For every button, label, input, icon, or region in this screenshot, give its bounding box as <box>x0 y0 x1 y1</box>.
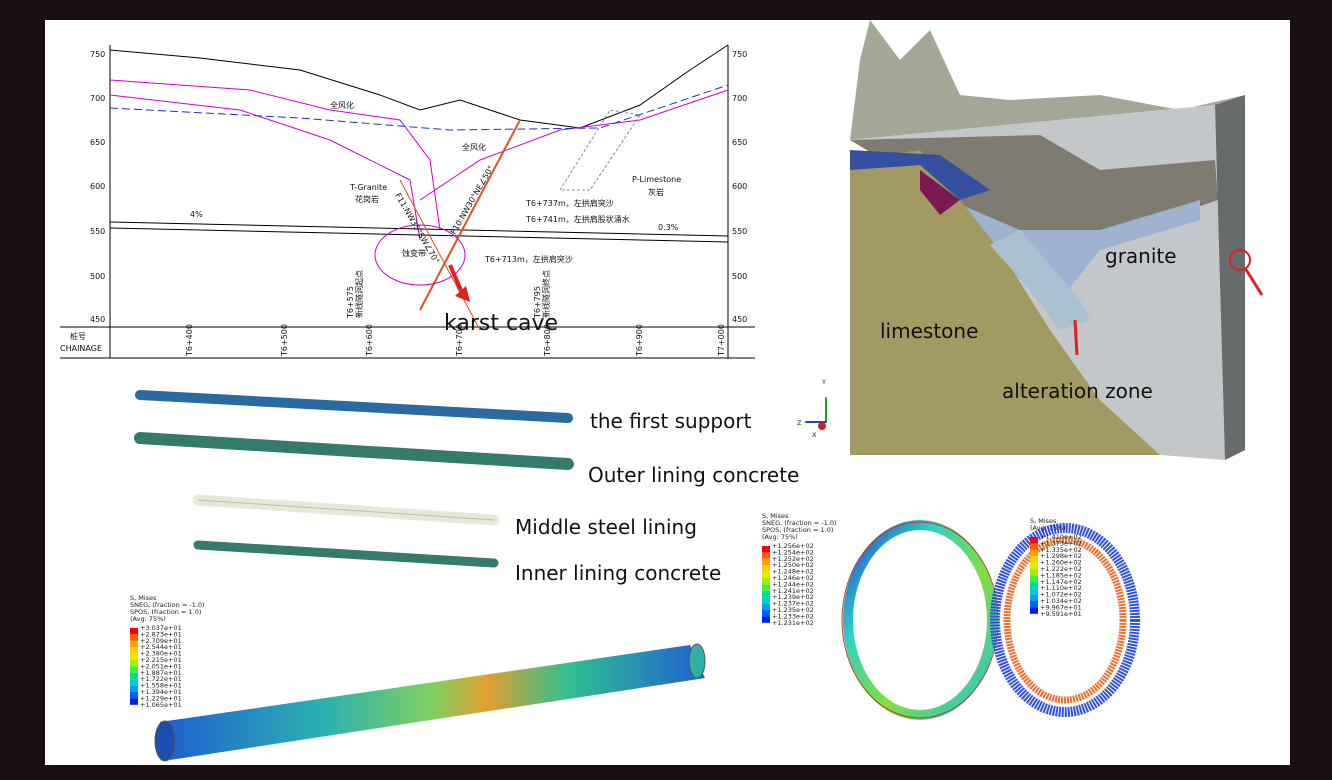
label: granite <box>1105 244 1177 268</box>
label: limestone <box>880 319 978 343</box>
legend-swatch <box>762 546 770 552</box>
legend-swatch <box>1030 575 1038 581</box>
legend-value: +9.591e+01 <box>1040 610 1082 618</box>
legend-swatch <box>130 654 138 660</box>
label: the first support <box>590 409 752 433</box>
legend-swatch <box>130 686 138 692</box>
label: 花岗岩 <box>355 194 379 204</box>
label: alteration zone <box>1002 379 1153 403</box>
elevation-label: 700 <box>90 94 105 103</box>
legend-swatch <box>762 610 770 616</box>
axis-label: Y <box>821 378 826 386</box>
legend-swatch <box>1030 607 1038 613</box>
legend-swatch <box>130 660 138 666</box>
axis-label: Z <box>797 419 802 427</box>
legend-swatch <box>762 616 770 622</box>
elevation-label: 700 <box>732 94 747 103</box>
legend-swatch <box>762 565 770 571</box>
chainage-label: T7+000 <box>717 324 726 357</box>
chainage-label: T6+900 <box>635 324 644 357</box>
legend-title: (Avg: 75%) <box>762 533 798 541</box>
legend-swatch <box>1030 550 1038 556</box>
legend-title: (Avg: 75%) <box>1030 524 1066 532</box>
page: {"section_profile":{ "elevations":[750,7… <box>0 0 1332 780</box>
legend-swatch <box>1030 595 1038 601</box>
figure: 桩号 CHAINAGE 全风化 全风化 T-Granite 花岗岩 P-Lime… <box>0 0 1332 780</box>
legend-swatch <box>1030 543 1038 549</box>
note: T6+737m，左拱肩突沙 <box>525 198 614 208</box>
legend-swatch <box>1030 556 1038 562</box>
legend-swatch <box>130 641 138 647</box>
elevation-label: 600 <box>90 182 105 191</box>
label: 全风化 <box>462 142 486 152</box>
label: 4% <box>190 210 203 219</box>
legend-swatch <box>1030 569 1038 575</box>
legend-swatch <box>762 584 770 590</box>
elevation-label: 450 <box>90 315 105 324</box>
legend-value: +1.231e+02 <box>772 619 814 627</box>
legend-swatch <box>1030 588 1038 594</box>
label: Outer lining concrete <box>588 463 799 487</box>
note: T6+741m，左拱肩股状涌水 <box>525 214 630 224</box>
elevation-label: 650 <box>732 138 747 147</box>
legend-swatch <box>762 604 770 610</box>
chainage-label: T6+600 <box>365 324 374 357</box>
legend-swatch <box>1030 563 1038 569</box>
legend-swatch <box>1030 601 1038 607</box>
label: 蚀变带 <box>402 248 426 258</box>
label: 全风化 <box>330 100 354 110</box>
label: Inner lining concrete <box>515 561 721 585</box>
header: CHAINAGE <box>60 344 102 353</box>
elevation-label: 750 <box>732 50 747 59</box>
elevation-label: 750 <box>90 50 105 59</box>
label: Middle steel lining <box>515 515 697 539</box>
legend-swatch <box>762 591 770 597</box>
legend-swatch <box>130 679 138 685</box>
station: 新线隧洞起点 <box>354 270 364 318</box>
legend-value: +1.065e+01 <box>140 701 182 709</box>
elevation-label: 600 <box>732 182 747 191</box>
header: 桩号 <box>70 331 86 341</box>
legend-swatch <box>762 559 770 565</box>
elevation-label: 550 <box>732 227 747 236</box>
legend-swatch <box>130 634 138 640</box>
legend-swatch <box>130 666 138 672</box>
legend-swatch <box>1030 537 1038 543</box>
chainage-label: T6+700 <box>455 324 464 357</box>
label: T-Granite <box>349 183 387 192</box>
legend-swatch <box>1030 582 1038 588</box>
label: P-Limestone <box>632 175 681 184</box>
legend-swatch <box>130 698 138 704</box>
elevation-label: 500 <box>90 272 105 281</box>
legend-swatch <box>130 692 138 698</box>
label: 灰岩 <box>648 187 664 197</box>
legend-swatch <box>762 597 770 603</box>
elevation-label: 500 <box>732 272 747 281</box>
legend-swatch <box>130 647 138 653</box>
legend-swatch <box>130 628 138 634</box>
chainage-label: T6+400 <box>185 324 194 357</box>
chainage-label: T6+500 <box>280 324 289 357</box>
elevation-label: 450 <box>732 315 747 324</box>
chainage-label: T6+800 <box>543 324 552 357</box>
legend-title: (Avg: 75%) <box>130 615 166 623</box>
axis-label: X <box>812 431 817 439</box>
station: T6+575 <box>346 286 355 319</box>
label: 0.3% <box>658 223 679 232</box>
legend-swatch <box>762 572 770 578</box>
elevation-label: 650 <box>90 138 105 147</box>
elevation-label: 550 <box>90 227 105 236</box>
note: T6+713m，左拱肩突沙 <box>484 254 573 264</box>
legend-swatch <box>130 673 138 679</box>
legend-swatch <box>762 578 770 584</box>
legend-swatch <box>762 552 770 558</box>
